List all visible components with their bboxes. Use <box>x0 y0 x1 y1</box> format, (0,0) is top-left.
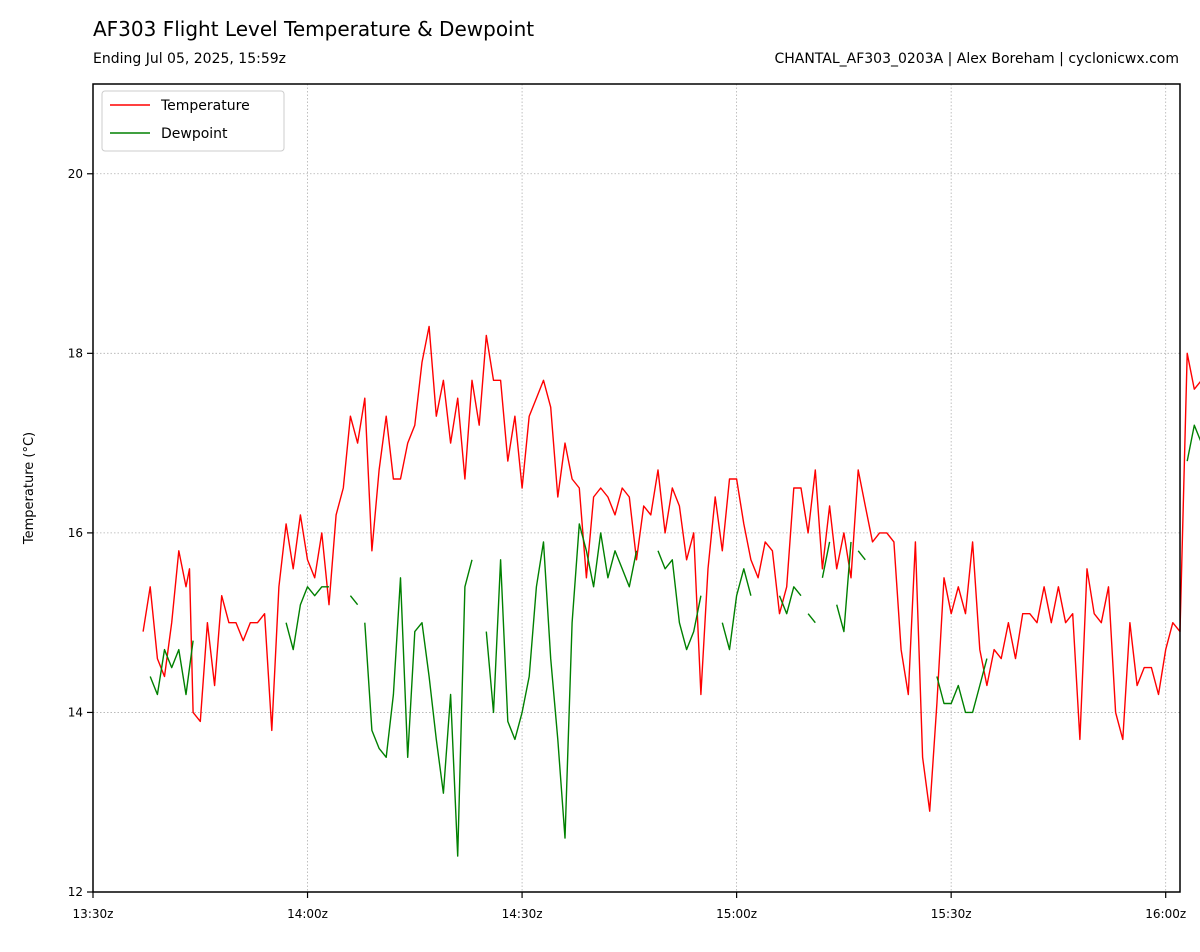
y-tick-label: 12 <box>68 885 83 899</box>
chart-subtitle: Ending Jul 05, 2025, 15:59z <box>93 51 286 67</box>
axis-ticks: 13:30z 14:00z 14:30z 15:00z 15:30z 16:00z 12 14… <box>68 167 1186 921</box>
dewpoint-line-segment <box>721 568 752 651</box>
y-axis-label: Temperature (°C) <box>22 432 37 545</box>
legend-dewpoint-label: Dewpoint <box>161 126 228 142</box>
dewpoint-line-segment <box>285 586 329 651</box>
legend-box <box>101 90 285 152</box>
dewpoint-line-segment <box>364 559 473 857</box>
x-tick-label: 15:30z <box>931 907 972 921</box>
chart-credit: CHANTAL_AF303_0203A | Alex Boreham | cyc… <box>774 51 1179 67</box>
x-tick-label: 14:30z <box>502 907 543 921</box>
dewpoint-line-segment <box>857 550 866 561</box>
x-tick-label: 14:00z <box>287 907 328 921</box>
dewpoint-line-segment <box>1186 424 1200 462</box>
dewpoint-line-segment <box>836 541 852 633</box>
legend-temperature-label: Temperature <box>160 98 250 114</box>
dewpoint-line-segment <box>485 523 638 839</box>
chart-title: AF303 Flight Level Temperature & Dewpoin… <box>93 17 535 41</box>
dewpoint-line-segment <box>936 658 988 714</box>
y-tick-label: 14 <box>68 705 83 719</box>
dewpoint-line-segment <box>149 640 194 696</box>
dewpoint-line-segment <box>349 595 359 606</box>
y-tick-label: 18 <box>68 346 83 360</box>
grid-lines <box>92 84 1180 893</box>
y-tick-label: 16 <box>68 526 83 540</box>
x-tick-label: 13:30z <box>73 907 114 921</box>
series-lines <box>142 325 1200 857</box>
legend: Temperature Dewpoint <box>101 90 285 152</box>
y-tick-label: 20 <box>68 167 83 181</box>
x-tick-label: 16:00z <box>1145 907 1186 921</box>
plot-frame <box>92 83 1181 893</box>
dewpoint-line-segment <box>821 541 831 578</box>
dewpoint-line-segment <box>778 586 802 615</box>
x-tick-label: 15:00z <box>716 907 757 921</box>
dewpoint-line-segment <box>657 550 702 651</box>
dewpoint-line-segment <box>807 613 816 624</box>
temperature-line <box>142 325 1200 812</box>
